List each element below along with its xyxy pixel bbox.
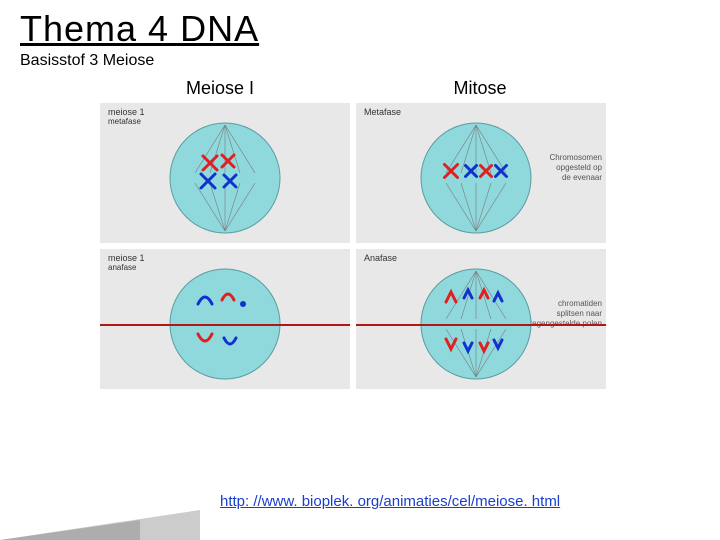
cell-diagram	[100, 249, 350, 389]
page-title: Thema 4 DNA	[0, 0, 720, 50]
footer-link[interactable]: http: //www. bioplek. org/animaties/cel/…	[220, 493, 560, 510]
cell-diagram	[356, 249, 606, 389]
cell-diagram	[356, 103, 606, 243]
diagram-panel: Anafasechromatidensplitsen naartegengest…	[356, 249, 606, 389]
cell-diagram	[100, 103, 350, 243]
equator-line	[356, 324, 606, 326]
page-subtitle: Basisstof 3 Meiose	[0, 50, 720, 78]
diagram-grid: meiose 1metafaseMetafaseChromosomenopges…	[0, 99, 720, 393]
column-headers: Meiose I Mitose	[0, 78, 720, 99]
header-right: Mitose	[380, 78, 580, 99]
equator-line	[100, 324, 350, 326]
diagram-panel: meiose 1anafase	[100, 249, 350, 389]
decorative-shadow-2	[0, 520, 140, 540]
diagram-panel: MetafaseChromosomenopgesteld opde evenaa…	[356, 103, 606, 243]
diagram-panel: meiose 1metafase	[100, 103, 350, 243]
header-left: Meiose I	[120, 78, 320, 99]
